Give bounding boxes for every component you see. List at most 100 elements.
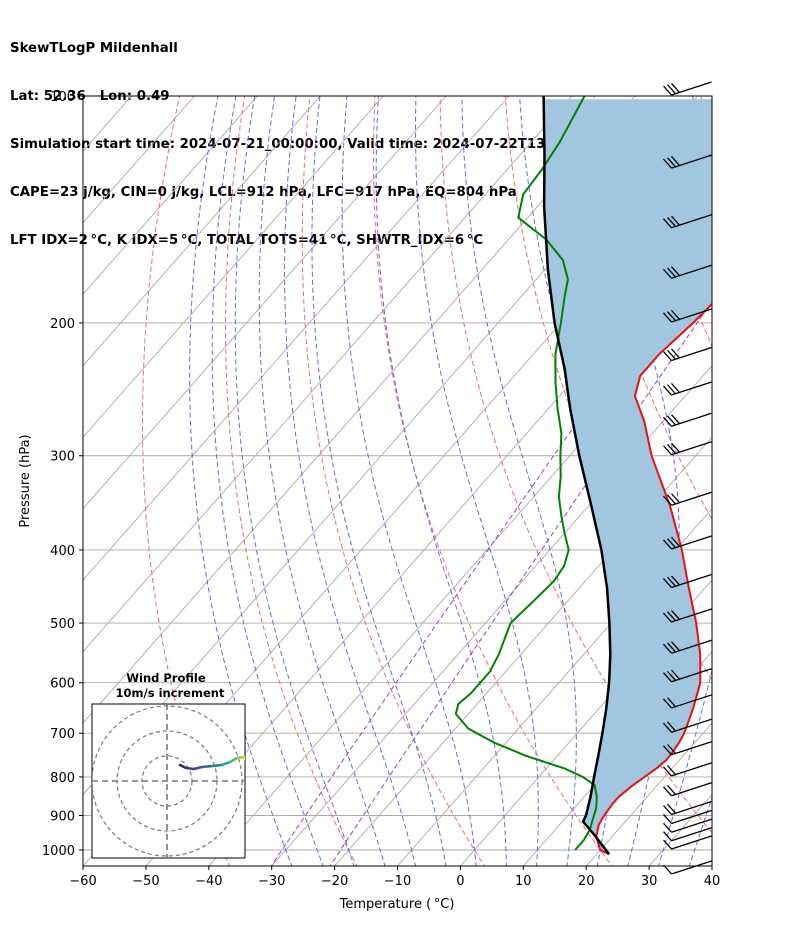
moist-adiabat	[375, 96, 507, 866]
barb-flag	[663, 539, 672, 550]
x-axis-label: Temperature ( °C)	[339, 897, 455, 912]
barb-flag	[667, 349, 676, 360]
barb-staff	[671, 535, 712, 550]
dry-adiabat	[301, 96, 486, 866]
moist-adiabat	[284, 96, 417, 866]
barb-flag	[667, 84, 676, 95]
wind-barb	[663, 608, 712, 623]
barb-flag	[671, 156, 680, 166]
wind-barb	[663, 860, 712, 875]
wind-barb	[663, 535, 712, 550]
barb-flag	[667, 444, 676, 454]
wind-barb	[663, 308, 712, 323]
isotherm-line	[83, 96, 196, 224]
barb-flag	[663, 786, 672, 797]
isotherm-line	[711, 865, 712, 866]
mixing-ratio-line	[270, 230, 712, 866]
barb-flag	[667, 267, 676, 278]
barb-flag	[667, 157, 676, 168]
barb-flag	[667, 670, 676, 681]
barb-flag	[663, 85, 672, 96]
barb-flag	[671, 82, 680, 93]
barb-staff	[671, 809, 712, 825]
x-tick-label: −60	[69, 874, 96, 889]
barb-staff	[671, 154, 712, 169]
barb-flag	[667, 765, 676, 776]
moist-adiabat	[311, 96, 447, 866]
y-tick-label: 200	[50, 317, 75, 332]
barb-staff	[671, 835, 712, 850]
barb-staff	[671, 741, 712, 756]
wind-barb	[663, 782, 712, 797]
barb-flag	[663, 745, 672, 756]
barb-flag	[663, 158, 672, 169]
barb-flag	[667, 384, 676, 395]
wind-barb	[663, 762, 712, 777]
barb-flag	[671, 609, 680, 620]
barb-staff	[671, 639, 712, 654]
wind-barb	[663, 827, 712, 842]
barb-flag	[667, 576, 676, 587]
x-tick-label: −30	[258, 874, 285, 889]
wind-barb	[663, 381, 712, 396]
x-tick-label: 40	[704, 874, 721, 889]
dry-adiabat	[224, 96, 358, 866]
wind-barb	[663, 818, 712, 833]
barb-flag	[663, 268, 672, 279]
inset-title: Wind Profile	[126, 671, 206, 685]
y-tick-label: 300	[50, 450, 75, 465]
y-tick-label: 100	[50, 90, 75, 105]
barb-flag	[663, 385, 672, 396]
isotherm-line	[83, 96, 573, 653]
barb-staff	[671, 800, 712, 816]
hodograph-segment	[192, 765, 204, 771]
wind-barb	[663, 639, 712, 654]
wind-barb	[663, 573, 712, 589]
barb-staff	[671, 718, 712, 733]
isotherm-line	[83, 96, 384, 438]
isotherm-line	[459, 579, 712, 866]
barb-flag	[667, 642, 676, 653]
wind-barb	[663, 668, 712, 683]
hodograph-segment	[210, 763, 224, 768]
wind-barb	[663, 264, 712, 279]
isotherm-line	[83, 96, 510, 581]
hodograph-segment	[228, 756, 239, 764]
barb-flag	[667, 494, 676, 505]
barb-staff	[671, 608, 712, 623]
isotherm-line	[208, 293, 712, 866]
profile-lines	[454, 96, 712, 856]
barb-flag	[671, 669, 680, 680]
barb-staff	[671, 573, 712, 589]
barb-flag	[667, 611, 676, 622]
barb-flag	[671, 575, 680, 586]
barb-flag	[671, 442, 680, 453]
dry-adiabat	[504, 96, 712, 680]
dry-adiabat	[700, 96, 712, 141]
inset-subtitle: 10m/s increment	[116, 686, 225, 700]
y-tick-label: 600	[50, 677, 75, 692]
moist-adiabat	[189, 96, 293, 866]
isotherm-line	[83, 96, 258, 295]
barb-staff	[671, 827, 712, 842]
barb-staff	[671, 308, 712, 323]
wind-barb	[663, 718, 712, 733]
barb-staff	[671, 412, 712, 427]
barb-flag	[663, 766, 672, 777]
cape-area	[543, 99, 712, 855]
hodograph-segment	[220, 760, 232, 767]
y-tick-label: 700	[50, 727, 75, 742]
barb-flag	[671, 215, 680, 226]
barb-staff	[671, 694, 712, 709]
barb-staff	[671, 491, 712, 506]
barb-flag	[667, 803, 676, 814]
isotherm-line	[145, 222, 712, 866]
barb-flag	[671, 383, 680, 393]
y-tick-label: 400	[50, 544, 75, 559]
isotherm-line	[0, 61, 99, 881]
barb-flag	[667, 785, 676, 795]
barb-staff	[671, 381, 712, 396]
barb-staff	[671, 782, 712, 797]
barb-flag	[663, 839, 672, 850]
